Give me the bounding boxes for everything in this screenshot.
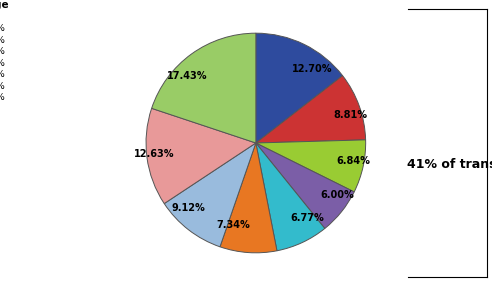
Text: 9.12%: 9.12%	[172, 203, 205, 213]
Text: 12.70%: 12.70%	[292, 64, 333, 74]
Wedge shape	[256, 143, 354, 229]
Text: 6.77%: 6.77%	[291, 213, 324, 223]
Text: 7.34%: 7.34%	[216, 220, 250, 230]
Wedge shape	[152, 33, 256, 143]
Text: 8.81%: 8.81%	[334, 110, 368, 120]
Legend: >90%, 80-90%, 70-80%, 60-70%, 50-60%, 40-50%, 30-40%, 20-30%, <20%: >90%, 80-90%, 70-80%, 60-70%, 50-60%, 40…	[0, 0, 10, 115]
Wedge shape	[256, 76, 366, 143]
Wedge shape	[256, 33, 342, 143]
Text: 6.00%: 6.00%	[320, 190, 354, 200]
Text: 17.43%: 17.43%	[167, 71, 208, 81]
Wedge shape	[146, 108, 256, 204]
Wedge shape	[164, 143, 256, 247]
Text: 6.84%: 6.84%	[337, 156, 370, 166]
Text: 12.63%: 12.63%	[134, 149, 174, 159]
Text: 41% of transcriptome: 41% of transcriptome	[407, 158, 492, 172]
Wedge shape	[256, 143, 325, 251]
Wedge shape	[220, 143, 277, 253]
Wedge shape	[256, 140, 366, 192]
